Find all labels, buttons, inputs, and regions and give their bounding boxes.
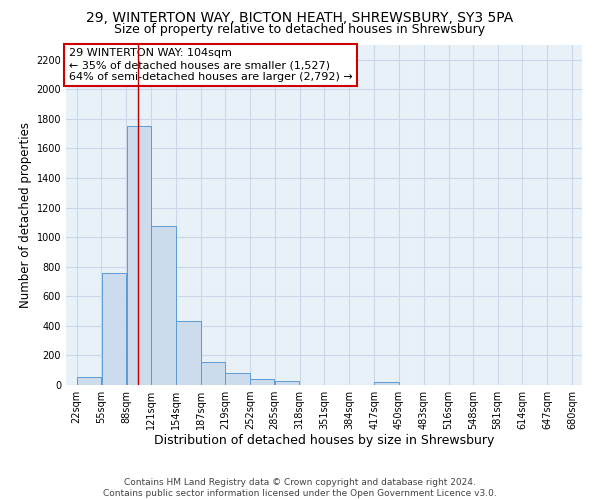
Bar (250, 379, 274, 385)
Bar (225, 373, 250, 385)
Bar (102, 272, 126, 385)
Y-axis label: Number of detached properties: Number of detached properties (19, 122, 32, 308)
Text: Size of property relative to detached houses in Shrewsbury: Size of property relative to detached ho… (115, 22, 485, 36)
Bar (77, 377, 101, 385)
Bar (127, 126, 151, 385)
Bar (201, 362, 226, 385)
Bar (275, 382, 299, 385)
Text: 29, WINTERTON WAY, BICTON HEATH, SHREWSBURY, SY3 5PA: 29, WINTERTON WAY, BICTON HEATH, SHREWSB… (86, 11, 514, 25)
X-axis label: Distribution of detached houses by size in Shrewsbury: Distribution of detached houses by size … (154, 434, 494, 446)
Bar (151, 226, 176, 385)
Bar (176, 322, 200, 385)
Bar (374, 382, 398, 385)
Text: 29 WINTERTON WAY: 104sqm
← 35% of detached houses are smaller (1,527)
64% of sem: 29 WINTERTON WAY: 104sqm ← 35% of detach… (68, 48, 352, 82)
Text: Contains HM Land Registry data © Crown copyright and database right 2024.
Contai: Contains HM Land Registry data © Crown c… (103, 478, 497, 498)
